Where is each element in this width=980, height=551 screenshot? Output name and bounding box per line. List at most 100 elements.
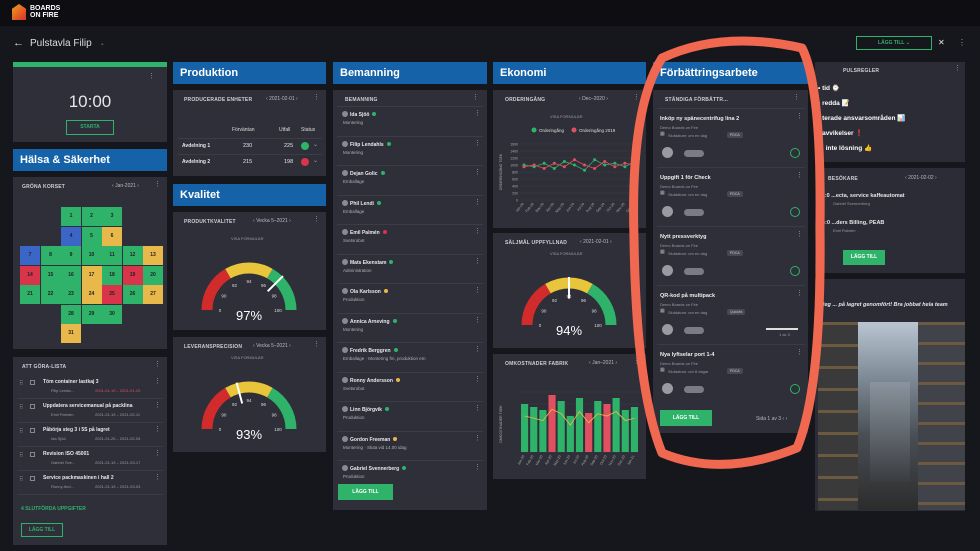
more-icon[interactable]: ⋮ [154, 474, 161, 481]
todo-item[interactable]: ⠿ Revision ISO 45001 Gabriel Sve... 2021-01… [17, 449, 163, 471]
more-icon[interactable]: ⋮ [154, 361, 161, 368]
cross-day-cell[interactable]: 9 [61, 246, 81, 265]
start-button[interactable]: STARTA [66, 120, 114, 135]
improvement-item[interactable]: Uppgift 1 för Check Demo Boards on Fire ▦ S… [657, 167, 805, 224]
more-icon[interactable]: ⋮ [958, 38, 966, 47]
cross-day-cell[interactable]: 4 [61, 226, 81, 246]
more-icon[interactable]: ⋮ [954, 65, 961, 72]
cross-day-cell[interactable]: 13 [143, 246, 163, 265]
more-icon[interactable]: ⋮ [474, 198, 481, 206]
cross-day-cell[interactable]: 23 [61, 285, 81, 304]
forbattring-add-button[interactable]: LÄGG TILL [660, 410, 712, 426]
next-icon[interactable]: › [604, 96, 608, 102]
cross-day-cell[interactable]: 15 [40, 265, 61, 285]
todo-checkbox[interactable] [30, 404, 35, 409]
cross-day-cell[interactable]: 22 [40, 285, 61, 304]
prev-icon[interactable]: ‹ [905, 175, 909, 181]
drag-handle-icon[interactable]: ⠿ [19, 429, 24, 435]
person-item[interactable]: Ronny Andersson Svetsrobot ⋮ [337, 371, 483, 397]
more-icon[interactable]: ⋮ [474, 346, 481, 353]
more-icon[interactable]: ⋮ [154, 426, 161, 433]
cross-day-cell[interactable]: 12 [122, 246, 143, 265]
form-link[interactable]: VISA FORMULÄR [550, 114, 583, 119]
next-icon[interactable]: › [294, 96, 298, 102]
next-page-icon[interactable]: › [784, 416, 788, 422]
more-icon[interactable]: ⋮ [796, 113, 803, 120]
person-item[interactable]: Linn Björgvik Produktion ⋮ [337, 401, 483, 426]
cross-day-cell[interactable]: 26 [122, 285, 143, 304]
todo-item[interactable]: ⠿ Påbörja steg 3 i 5S på lagret Ida Sjöö 20… [17, 425, 163, 447]
more-icon[interactable]: ⋮ [154, 402, 161, 409]
besokare-add-button[interactable]: LÄGG TILL [843, 250, 885, 265]
more-icon[interactable]: ⋮ [474, 139, 481, 147]
next-icon[interactable]: › [933, 175, 937, 181]
prev-page-icon[interactable]: ‹ [781, 416, 785, 422]
cross-day-cell[interactable]: 24 [81, 285, 102, 304]
cross-day-cell[interactable]: 14 [20, 265, 40, 285]
cross-day-cell[interactable]: 21 [20, 285, 40, 304]
more-icon[interactable]: ⋮ [313, 341, 320, 348]
improvement-item[interactable]: QR-kod på multipack Demo Boards on Fire ▦ S… [657, 285, 805, 342]
prev-icon[interactable]: ‹ [266, 96, 270, 102]
next-icon[interactable]: › [614, 360, 618, 366]
cross-day-cell[interactable]: 11 [102, 246, 122, 265]
todo-item[interactable]: ⠿ Service packmaskinen i hall 2 Ronny And.… [17, 473, 163, 495]
cross-day-cell[interactable]: 27 [143, 285, 163, 304]
person-item[interactable]: Gordon Freeman Montering · Sluta vid 14.0… [337, 430, 483, 456]
drag-handle-icon[interactable]: ⠿ [19, 477, 24, 483]
more-icon[interactable]: ⋮ [796, 290, 803, 297]
person-item[interactable]: Dejan Golic Emballage ⋮ [337, 165, 483, 190]
cross-day-cell[interactable]: 29 [81, 304, 102, 324]
todo-checkbox[interactable] [30, 476, 35, 481]
completed-tasks-link[interactable]: 4 SLUTFÖRDA UPPGIFTER [21, 506, 86, 512]
prev-icon[interactable]: ‹ [253, 343, 257, 349]
cross-day-cell[interactable]: 31 [61, 324, 81, 343]
more-icon[interactable]: ⋮ [313, 94, 320, 101]
more-icon[interactable]: ⋮ [313, 216, 320, 223]
prev-icon[interactable]: ‹ [253, 218, 257, 224]
todo-checkbox[interactable] [30, 380, 35, 385]
cross-day-cell[interactable]: 18 [102, 265, 122, 285]
improvement-item[interactable]: Nytt pressverktyg Demo Boards on Fire ▦ Slu… [657, 226, 805, 283]
brand-logo[interactable]: BOARDS ON FIRE [12, 4, 64, 20]
chevron-down-icon[interactable]: ⌄ [99, 40, 105, 47]
more-icon[interactable]: ⋮ [472, 94, 479, 101]
board-add-button[interactable]: LÄGG TILL ⌄ [856, 36, 932, 50]
person-item[interactable]: Gabriel Svennerberg Produktion ⋮ [337, 460, 483, 485]
prev-icon[interactable]: ‹ [112, 183, 116, 189]
improvement-item[interactable]: Inköp ny spänecentrifug lina 2 Demo Board… [657, 108, 805, 165]
prev-icon[interactable]: ‹ [580, 239, 584, 245]
cross-day-cell[interactable]: 25 [102, 285, 122, 304]
more-icon[interactable]: ⋮ [474, 375, 481, 383]
person-item[interactable]: Mats Ekenstam Administration ⋮ [337, 253, 483, 279]
more-icon[interactable]: ⋮ [474, 257, 481, 265]
person-item[interactable]: Fredrik Berggren Emballage · Montering fm… [337, 342, 483, 367]
person-item[interactable]: Emil Palmén Svetsrobot ⋮ [337, 224, 483, 249]
form-link[interactable]: VISA FORMULÄR [550, 251, 583, 256]
cross-day-cell[interactable]: 1 [61, 207, 81, 226]
person-item[interactable]: Filip Lendahls Montering ⋮ [337, 135, 483, 161]
todo-checkbox[interactable] [30, 452, 35, 457]
drag-handle-icon[interactable]: ⠿ [19, 453, 24, 459]
person-item[interactable]: Ida Sjöö Montering ⋮ [337, 106, 483, 131]
more-icon[interactable]: ⋮ [796, 349, 803, 356]
form-link[interactable]: VISA FORMULÄR [231, 236, 264, 241]
more-icon[interactable]: ⋮ [633, 358, 640, 365]
more-icon[interactable]: ⋮ [154, 378, 161, 385]
next-icon[interactable]: › [287, 343, 291, 349]
close-icon[interactable]: ✕ [938, 38, 945, 47]
more-icon[interactable]: ⋮ [474, 405, 481, 412]
cross-day-cell[interactable]: 6 [102, 226, 122, 246]
more-icon[interactable]: ⋮ [154, 450, 161, 457]
more-icon[interactable]: ⋮ [474, 434, 481, 442]
chevron-down-icon[interactable]: ⌄ [313, 158, 319, 164]
cross-day-cell[interactable]: 20 [143, 265, 163, 285]
more-icon[interactable]: ⋮ [796, 231, 803, 238]
todo-checkbox[interactable] [30, 428, 35, 433]
drag-handle-icon[interactable]: ⠿ [19, 381, 24, 387]
cross-day-cell[interactable]: 8 [40, 246, 61, 265]
cross-day-cell[interactable]: 10 [81, 246, 102, 265]
cross-day-cell[interactable]: 5 [81, 226, 102, 246]
cross-day-cell[interactable]: 2 [81, 207, 102, 226]
cross-day-cell[interactable]: 16 [61, 265, 81, 285]
